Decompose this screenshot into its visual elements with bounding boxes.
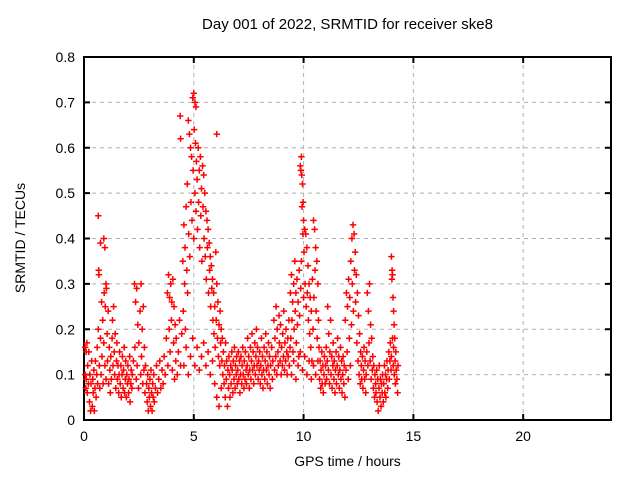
y-tick-label: 0.4 xyxy=(56,231,76,247)
y-tick-label: 0.5 xyxy=(56,185,76,201)
y-tick-label: 0.3 xyxy=(56,276,76,292)
x-tick-label: 10 xyxy=(296,428,312,444)
y-tick-label: 0.1 xyxy=(56,367,76,383)
scatter-points xyxy=(81,90,402,415)
x-tick-label: 20 xyxy=(515,428,531,444)
y-tick-label: 0.8 xyxy=(56,49,76,65)
y-tick-label: 0.6 xyxy=(56,140,76,156)
x-tick-label: 15 xyxy=(406,428,422,444)
y-tick-label: 0 xyxy=(67,412,75,428)
x-axis-title: GPS time / hours xyxy=(294,453,401,469)
y-tick-label: 0.7 xyxy=(56,94,76,110)
x-tick-label: 0 xyxy=(80,428,88,444)
x-tick-label: 5 xyxy=(190,428,198,444)
y-tick-label: 0.2 xyxy=(56,321,76,337)
chart-title: Day 001 of 2022, SRMTID for receiver ske… xyxy=(202,16,493,33)
